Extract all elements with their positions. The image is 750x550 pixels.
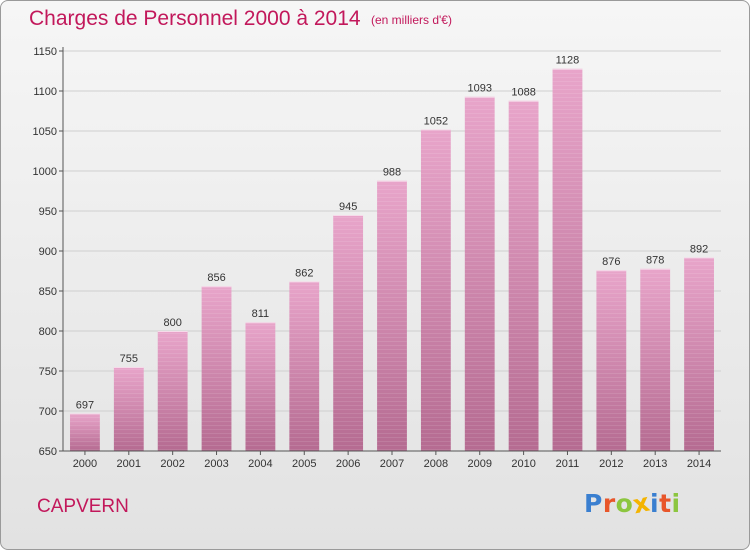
x-tick-label: 2013 — [643, 458, 667, 470]
x-tick-label: 2003 — [204, 458, 228, 470]
data-label: 1093 — [467, 83, 491, 95]
x-tick-label: 2009 — [467, 458, 491, 470]
y-tick-label: 800 — [39, 326, 57, 338]
bar-texture — [552, 68, 583, 451]
data-label: 876 — [602, 256, 620, 268]
x-tick-label: 2014 — [687, 458, 711, 470]
x-tick-label: 2002 — [160, 458, 184, 470]
y-tick-label: 650 — [39, 446, 57, 458]
data-label: 988 — [383, 167, 401, 179]
commune-name: CAPVERN — [37, 496, 129, 517]
bar-texture — [377, 180, 407, 451]
bar-texture — [464, 96, 495, 451]
data-label: 892 — [690, 243, 708, 255]
y-tick-label: 1000 — [33, 166, 57, 178]
x-tick-label: 2012 — [599, 458, 623, 470]
axes: 650 700 750 800 850 900 950 1000 1050 1100 1150 200… — [33, 46, 721, 470]
data-label: 1052 — [424, 115, 448, 127]
x-tick-label: 2000 — [73, 458, 97, 470]
bar-texture — [113, 367, 144, 451]
bar-texture — [70, 413, 100, 451]
x-tick-label: 2011 — [556, 458, 580, 470]
chart-title: Charges de Personnel 2000 à 2014 — [29, 7, 361, 30]
y-tick-label: 1100 — [33, 86, 57, 98]
data-label: 856 — [207, 272, 225, 284]
data-label: 811 — [252, 308, 270, 320]
logo-letter: i — [671, 489, 681, 518]
data-labels: 697 755 800 856 811 862 945 988 1052 1093 1088 1128… — [76, 55, 708, 412]
x-tick-label: 2008 — [424, 458, 448, 470]
bar-texture — [508, 100, 539, 451]
logo-letter: i — [650, 489, 660, 518]
data-label: 755 — [120, 353, 138, 365]
proxiti-logo[interactable]: Proxiti — [584, 488, 681, 520]
bar-texture — [201, 286, 232, 451]
data-label: 862 — [295, 267, 313, 279]
data-label: 945 — [339, 201, 357, 213]
y-tick-label: 700 — [39, 406, 57, 418]
y-tick-label: 900 — [39, 246, 57, 258]
x-tick-label: 2006 — [336, 458, 360, 470]
y-tick-label: 1050 — [33, 126, 57, 138]
y-tick-label: 950 — [39, 206, 57, 218]
y-tick-label: 850 — [39, 286, 57, 298]
data-label: 800 — [163, 317, 181, 329]
bar-texture — [420, 129, 451, 451]
data-label: 1128 — [556, 55, 580, 67]
y-tick-label: 750 — [39, 366, 57, 378]
x-tick-label: 2004 — [248, 458, 272, 470]
data-label: 878 — [646, 255, 664, 267]
chart-subtitle: (en milliers d'€) — [371, 13, 452, 27]
logo-letter: r — [602, 489, 616, 518]
bars — [70, 68, 714, 451]
data-label: 697 — [76, 399, 94, 411]
logo-letter: t — [659, 489, 672, 518]
bar-texture — [333, 215, 364, 451]
bar-texture — [684, 257, 714, 451]
x-tick-label: 2001 — [117, 458, 141, 470]
logo-letter: P — [584, 489, 603, 518]
y-tick-label: 1150 — [33, 46, 57, 58]
x-tick-label: 2007 — [380, 458, 404, 470]
logo-letter: o — [615, 489, 634, 518]
data-label: 1088 — [511, 87, 535, 99]
x-tick-label: 2005 — [292, 458, 316, 470]
bar-texture — [157, 331, 188, 451]
bar-texture — [289, 281, 320, 451]
bar-texture — [640, 268, 671, 451]
bar-texture — [245, 322, 276, 451]
bar-texture — [596, 270, 627, 451]
x-tick-label: 2010 — [511, 458, 535, 470]
